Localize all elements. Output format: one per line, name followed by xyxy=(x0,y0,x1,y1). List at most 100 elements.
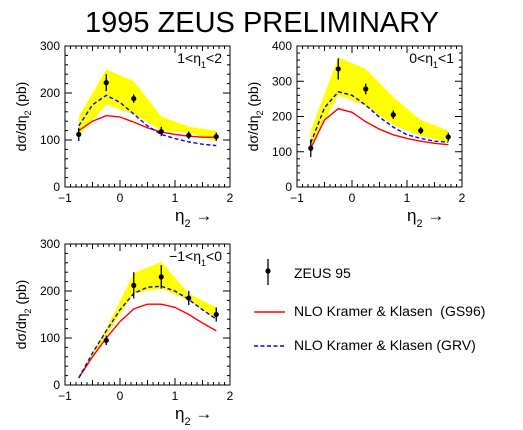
legend-item-gs96: NLO Kramer & Klasen (GS96) xyxy=(254,303,485,319)
legend-item-zeus: ZEUS 95 xyxy=(265,259,351,285)
data-point xyxy=(131,96,137,102)
legend-label-zeus: ZEUS 95 xyxy=(294,265,351,281)
x-tick-label: 1 xyxy=(404,191,411,205)
data-point xyxy=(390,112,396,118)
eta1-subscript: 1 xyxy=(201,258,206,268)
x-axis-label: η2 → xyxy=(175,206,212,230)
y-axis-unit: (pb) xyxy=(13,280,29,309)
x-tick-label: 1 xyxy=(172,191,179,205)
x-axis-subscript: 2 xyxy=(184,416,190,428)
series-line-gs96 xyxy=(78,303,217,379)
series-line-gs96 xyxy=(78,114,217,138)
x-tick-label: −1 xyxy=(58,389,72,403)
data-point xyxy=(158,128,164,135)
y-axis-subscript: 2 xyxy=(23,308,33,313)
x-axis-variable: η xyxy=(175,404,184,423)
x-axis-variable: η xyxy=(175,206,184,225)
x-tick-label: 2 xyxy=(227,191,234,205)
uncertainty-band xyxy=(310,57,449,147)
data-point xyxy=(445,134,451,140)
eta1-range-lower: −1<η xyxy=(169,248,201,264)
x-tick-label: 1 xyxy=(172,389,179,403)
eta1-subscript: 1 xyxy=(433,60,438,70)
y-axis-label: dσ/dη2 (pb) xyxy=(13,82,33,152)
y-tick-label: 400 xyxy=(272,39,292,53)
eta1-range-lower: 1<η xyxy=(177,50,201,66)
x-tick-label: −1 xyxy=(58,191,72,205)
y-tick-label: 100 xyxy=(272,145,292,159)
series-line-gs96 xyxy=(310,107,449,149)
data-point xyxy=(418,128,424,134)
x-tick-label: 0 xyxy=(117,389,124,403)
y-axis-unit: (pb) xyxy=(245,82,261,111)
y-tick-label: 100 xyxy=(40,331,60,345)
x-axis-label: η2 → xyxy=(175,404,212,428)
x-axis-label: η2 → xyxy=(407,206,444,230)
eta1-range-upper: <1 xyxy=(438,50,454,66)
legend-item-grv: NLO Kramer & Klasen (GRV) xyxy=(254,337,476,353)
y-tick-label: 300 xyxy=(40,237,60,251)
eta1-subscript: 1 xyxy=(201,60,206,70)
y-axis-label-main: dσ/dη xyxy=(13,115,29,151)
y-tick-label: 200 xyxy=(272,110,292,124)
series-line-grv xyxy=(78,285,217,379)
y-axis-label-main: dσ/dη xyxy=(13,313,29,349)
data-point xyxy=(363,86,369,92)
y-axis-label-main: dσ/dη xyxy=(245,115,261,151)
uncertainty-band xyxy=(78,261,217,378)
series-line-grv xyxy=(310,91,449,144)
x-axis-subscript: 2 xyxy=(416,218,422,230)
data-point xyxy=(308,145,314,151)
figure-title: 1995 ZEUS PRELIMINARY xyxy=(85,7,439,39)
legend-label-gs96: NLO Kramer & Klasen (GS96) xyxy=(294,303,485,319)
legend-marker-zeus-point xyxy=(265,268,271,274)
data-point xyxy=(103,80,109,86)
x-axis-subscript: 2 xyxy=(184,218,190,230)
x-tick-label: 2 xyxy=(459,191,466,205)
x-tick-label: 0 xyxy=(117,191,124,205)
legend-label-grv: NLO Kramer & Klasen (GRV) xyxy=(294,337,476,353)
x-axis-arrow: → xyxy=(191,404,213,423)
y-axis-subscript: 2 xyxy=(255,110,265,115)
data-point xyxy=(213,134,219,140)
y-tick-label: 300 xyxy=(40,39,60,53)
data-point xyxy=(213,311,219,318)
data-point xyxy=(335,66,341,72)
legend: ZEUS 95 NLO Kramer & Klasen (GS96) NLO K… xyxy=(254,259,485,353)
x-tick-label: 0 xyxy=(349,191,356,205)
y-tick-label: 200 xyxy=(40,284,60,298)
y-tick-label: 100 xyxy=(40,133,60,147)
data-point xyxy=(76,131,82,137)
y-tick-label: 0 xyxy=(53,180,60,194)
uncertainty-band xyxy=(78,69,217,141)
y-axis-unit: (pb) xyxy=(13,82,29,111)
y-tick-label: 300 xyxy=(272,74,292,88)
x-tick-label: 2 xyxy=(227,389,234,403)
data-point xyxy=(103,337,109,343)
y-tick-label: 0 xyxy=(53,378,60,392)
data-point xyxy=(186,295,192,301)
data-point xyxy=(186,132,192,138)
eta1-range-label: 1<η1<2 xyxy=(177,50,222,70)
y-tick-label: 200 xyxy=(40,86,60,100)
y-axis-label: dσ/dη2 (pb) xyxy=(245,82,265,152)
eta1-range-upper: <2 xyxy=(206,50,222,66)
y-tick-label: 0 xyxy=(285,180,292,194)
y-axis-label: dσ/dη2 (pb) xyxy=(13,280,33,350)
eta1-range-lower: 0<η xyxy=(409,50,433,66)
eta1-range-upper: <0 xyxy=(206,248,222,264)
data-point xyxy=(158,274,164,280)
x-tick-label: −1 xyxy=(290,191,304,205)
data-point xyxy=(131,282,137,288)
x-axis-variable: η xyxy=(407,206,416,225)
y-axis-subscript: 2 xyxy=(23,110,33,115)
series-line-grv xyxy=(78,94,217,147)
x-axis-arrow: → xyxy=(191,206,213,225)
x-axis-arrow: → xyxy=(423,206,445,225)
eta1-range-label: 0<η1<1 xyxy=(409,50,454,70)
eta1-range-label: −1<η1<0 xyxy=(169,248,222,268)
